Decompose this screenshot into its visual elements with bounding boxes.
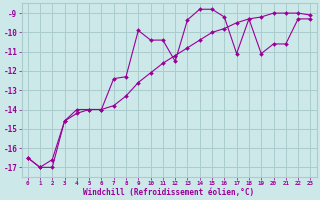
X-axis label: Windchill (Refroidissement éolien,°C): Windchill (Refroidissement éolien,°C) [84,188,255,197]
